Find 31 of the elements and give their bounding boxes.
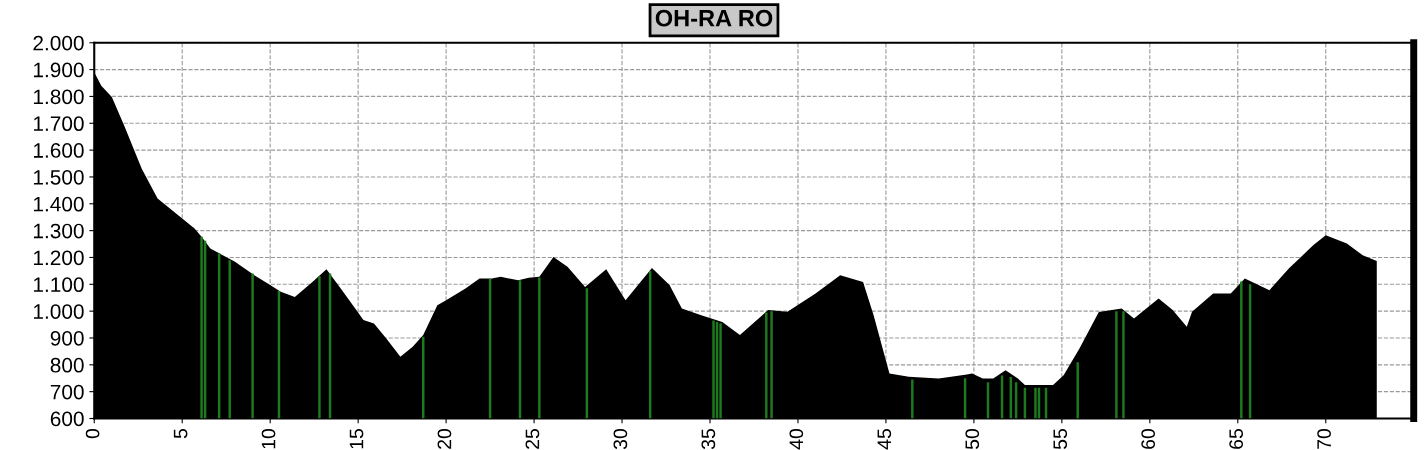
y-tick-label: 1.700 [33,116,84,132]
x-tick-label: 45 [877,429,892,450]
x-tick-label: 35 [701,429,716,450]
x-tick-label: 15 [349,429,364,449]
x-tick-label: 65 [1229,429,1244,449]
y-tick-label: 900 [50,330,84,346]
y-tick-label: 2.000 [33,35,84,51]
y-tick-label: 600 [50,411,84,427]
y-tick-label: 1.400 [33,196,84,212]
y-tick-label: 1.300 [33,223,84,239]
x-tick-label: 10 [261,428,276,449]
x-tick-label: 70 [1317,428,1331,449]
y-tick-label: 700 [50,384,84,400]
y-tick-label: 1.000 [33,304,84,319]
x-tick-label: 25 [525,429,540,449]
y-tick-label: 1.900 [33,62,84,78]
x-tick-label: 30 [613,428,628,450]
x-tick-label: 55 [1053,429,1068,450]
x-tick-label: 0 [85,428,100,439]
chart-title: OH-RA RO [655,9,773,27]
y-tick-label: 1.600 [33,143,84,158]
x-tick-label: 20 [437,428,452,449]
y-tick-label: 1.100 [33,277,84,293]
x-tick-label: 40 [789,428,804,450]
x-tick-label: 5 [173,429,188,439]
y-tick-label: 1.800 [33,89,84,105]
x-tick-label: 50 [965,428,980,450]
y-tick-label: 800 [50,357,84,373]
y-tick-label: 1.500 [33,169,84,185]
y-tick-label: 1.200 [33,250,84,266]
x-tick-label: 60 [1141,428,1156,449]
